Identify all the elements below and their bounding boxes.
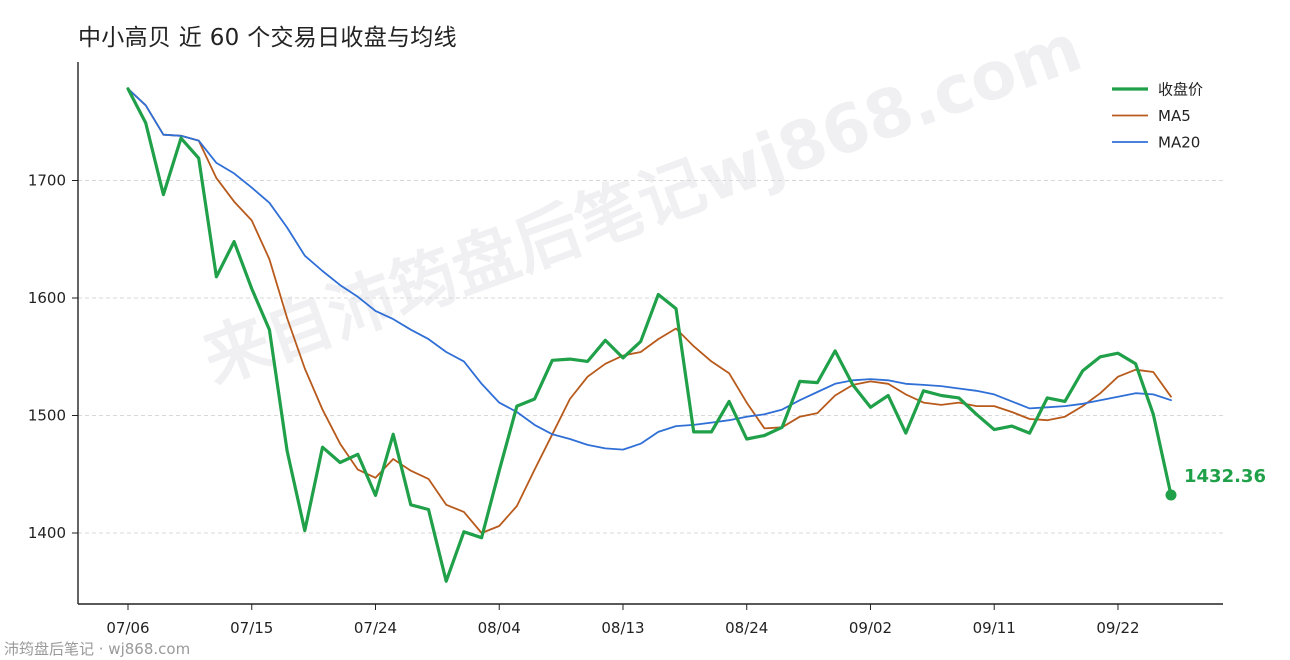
series-line-收盘价: [126, 87, 1173, 583]
chart-title: 中小高贝 近 60 个交易日收盘与均线: [78, 25, 457, 51]
x-tick-label: 08/04: [478, 619, 521, 637]
last-point-marker: [1165, 489, 1177, 501]
x-tick-label: 07/06: [106, 619, 149, 637]
y-tick-label: 1500: [28, 407, 66, 425]
x-tick-label: 09/02: [849, 619, 892, 637]
legend: 收盘价 MA5 MA20: [1112, 81, 1203, 152]
y-tick-label: 1400: [28, 524, 66, 542]
axes: 1400 1500 1600 1700 07/06 07/15 07/24 08/04 08/1…: [28, 62, 1223, 637]
footer-text: 沛筠盘后笔记 · wj868.com: [4, 640, 191, 658]
x-tick-label: 07/15: [230, 619, 273, 637]
x-tick-label: 08/13: [601, 619, 644, 637]
series-line-MA5: [127, 87, 1172, 534]
legend-label: MA20: [1158, 134, 1200, 152]
x-tick-label: 08/24: [725, 619, 768, 637]
x-tick-label: 09/11: [973, 619, 1016, 637]
x-tick-label: 09/22: [1096, 619, 1139, 637]
y-tick-label: 1600: [28, 289, 66, 307]
legend-label: 收盘价: [1158, 81, 1203, 99]
y-tick-label: 1700: [28, 172, 66, 190]
x-tick-label: 07/24: [354, 619, 397, 637]
last-value-label: 1432.36: [1184, 466, 1266, 487]
legend-label: MA5: [1158, 107, 1191, 125]
series-line-MA20: [127, 87, 1172, 451]
grid-lines: [78, 180, 1223, 534]
series-lines: 1432.36: [126, 87, 1266, 583]
